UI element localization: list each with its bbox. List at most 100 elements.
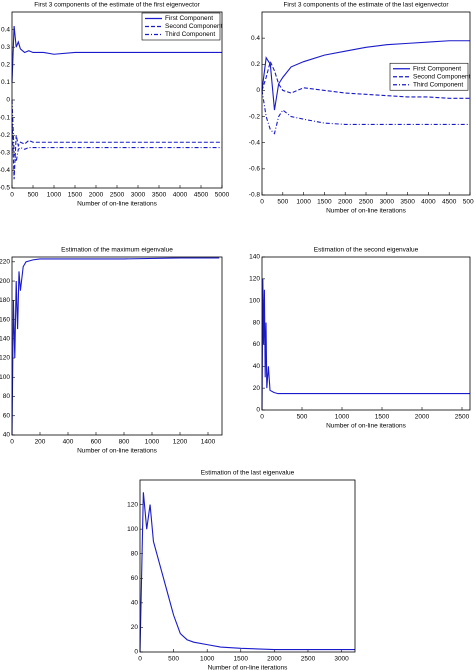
x-tick-label: 4500 — [194, 192, 209, 199]
x-tick-label: 2000 — [89, 192, 104, 199]
legend-label: First Component — [413, 65, 461, 72]
x-tick-label: 1500 — [234, 656, 249, 663]
x-tick-label: 0 — [10, 192, 14, 199]
y-tick-label: 60 — [253, 341, 261, 348]
y-tick-label: 100 — [127, 526, 138, 533]
x-axis-label: Number of on-line iterations — [326, 423, 407, 430]
x-tick-label: 1000 — [335, 414, 350, 421]
y-tick-label: 40 — [131, 600, 139, 607]
y-tick-label: 0 — [134, 649, 138, 656]
y-tick-label: 60 — [3, 412, 11, 419]
x-tick-label: 1400 — [201, 439, 216, 446]
plot-frame — [139, 479, 356, 653]
y-tick-label: -0.4 — [249, 139, 261, 146]
x-tick-label: 1500 — [375, 414, 390, 421]
x-tick-label: 4500 — [442, 199, 457, 206]
y-tick-label: 140 — [0, 336, 10, 343]
plot-frame — [261, 11, 471, 196]
x-tick-label: 500 — [297, 414, 308, 421]
plot-frame — [11, 11, 223, 189]
y-tick-label: 80 — [3, 393, 11, 400]
y-tick-label: 0 — [256, 407, 260, 414]
y-tick-label: 0.4 — [251, 35, 260, 42]
y-tick-label: 20 — [131, 624, 139, 631]
y-tick-label: -0.4 — [0, 167, 10, 174]
x-tick-label: 3000 — [380, 199, 395, 206]
x-tick-label: 5000 — [463, 199, 474, 206]
chart-title: Estimation of the maximum eigenvalue — [61, 247, 173, 254]
y-tick-label: 160 — [0, 316, 10, 323]
chart-panel: Estimation of the maximum eigenvalue Numb… — [0, 247, 223, 455]
x-tick-label: 200 — [35, 439, 46, 446]
legend-label: Third Component — [413, 81, 463, 88]
y-tick-label: 40 — [253, 363, 261, 370]
x-axis-label: Number of on-line iterations — [208, 665, 289, 671]
y-tick-label: 120 — [0, 355, 10, 362]
y-tick-label: 120 — [127, 501, 138, 508]
y-tick-label: 0.2 — [251, 61, 260, 68]
y-tick-label: -0.8 — [249, 192, 261, 199]
x-tick-label: 2500 — [455, 414, 470, 421]
x-tick-label: 3500 — [152, 192, 167, 199]
x-tick-label: 500 — [168, 656, 179, 663]
chart-title: Estimation of the second eigenvalue — [314, 247, 419, 254]
plot-frame — [261, 256, 471, 411]
x-tick-label: 2000 — [267, 656, 282, 663]
x-tick-label: 3500 — [400, 199, 415, 206]
x-tick-label: 0 — [138, 656, 142, 663]
y-tick-label: 0.3 — [1, 44, 10, 51]
chart-panel: First 3 components of the estimate of th… — [0, 2, 230, 208]
chart-panel: Estimation of the second eigenvalue Numbe… — [249, 247, 471, 430]
data-line — [261, 90, 470, 135]
y-tick-label: 100 — [249, 297, 260, 304]
y-tick-label: 220 — [0, 259, 10, 266]
x-tick-label: 1500 — [68, 192, 83, 199]
y-tick-label: -0.3 — [0, 150, 10, 157]
y-tick-label: 80 — [131, 550, 139, 557]
x-tick-label: 3000 — [334, 656, 349, 663]
x-tick-label: 3000 — [131, 192, 146, 199]
legend-label: Second Component — [165, 23, 223, 30]
y-tick-label: 120 — [249, 276, 260, 283]
x-tick-label: 2500 — [359, 199, 374, 206]
x-tick-label: 5000 — [215, 192, 230, 199]
chart-title: Estimation of the last eigenvalue — [201, 470, 295, 477]
data-line — [261, 278, 470, 411]
data-line — [261, 40, 470, 111]
y-tick-label: -0.2 — [249, 113, 261, 120]
y-tick-label: -0.2 — [0, 132, 10, 139]
legend-label: Second Component — [413, 73, 471, 80]
chart-panel: Estimation of the last eigenvalue Number … — [127, 470, 356, 671]
x-tick-label: 4000 — [421, 199, 436, 206]
data-line — [11, 257, 220, 436]
x-tick-label: 0 — [260, 414, 264, 421]
x-tick-label: 0 — [10, 439, 14, 446]
data-line — [11, 99, 222, 162]
x-axis-label: Number of on-line iterations — [77, 448, 158, 455]
x-tick-label: 1200 — [173, 439, 188, 446]
x-tick-label: 0 — [260, 199, 264, 206]
y-tick-label: 140 — [249, 254, 260, 261]
x-tick-label: 1000 — [296, 199, 311, 206]
x-tick-label: 1500 — [317, 199, 332, 206]
x-tick-label: 4000 — [173, 192, 188, 199]
y-tick-label: 40 — [3, 432, 11, 439]
y-tick-label: -0.6 — [249, 166, 261, 173]
x-tick-label: 400 — [63, 439, 74, 446]
y-tick-label: 0 — [6, 97, 10, 104]
chart-panel: First 3 components of the estimate of th… — [249, 2, 474, 215]
chart-title: First 3 components of the estimate of th… — [283, 2, 449, 9]
x-axis-label: Number of on-line iterations — [77, 201, 158, 208]
x-tick-label: 2000 — [338, 199, 353, 206]
x-tick-label: 1000 — [200, 656, 215, 663]
data-line — [11, 117, 222, 180]
x-tick-label: 2500 — [301, 656, 316, 663]
data-line — [11, 26, 222, 83]
y-tick-label: 80 — [253, 319, 261, 326]
y-tick-label: 100 — [0, 374, 10, 381]
y-tick-label: 60 — [131, 575, 139, 582]
y-tick-label: 180 — [0, 297, 10, 304]
